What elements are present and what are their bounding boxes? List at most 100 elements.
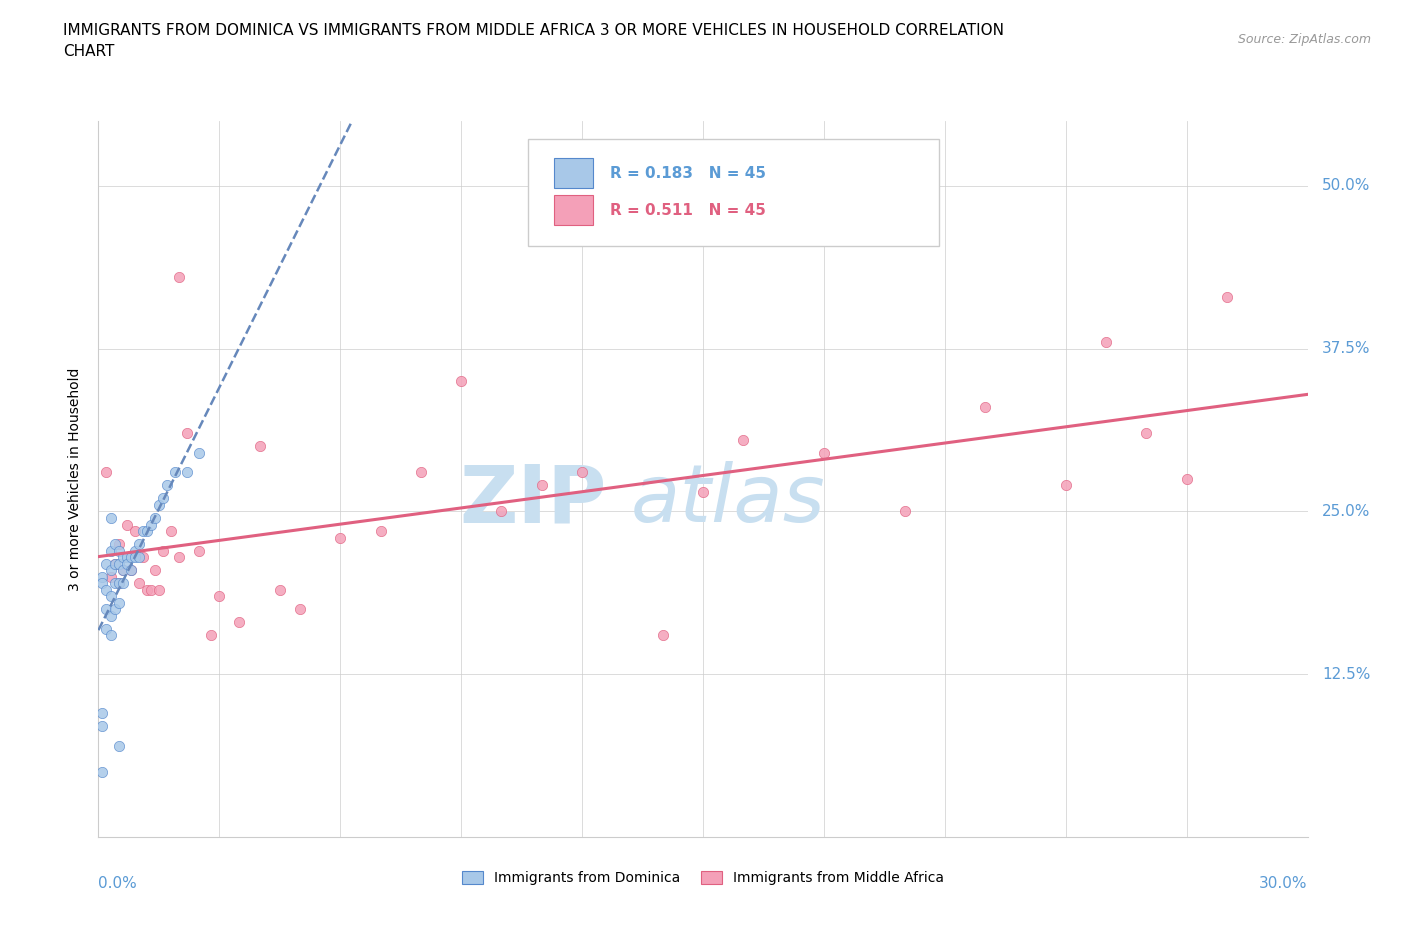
- Point: [128, 537, 150, 551]
- Point: [91, 764, 114, 779]
- Point: [135, 524, 157, 538]
- Point: [107, 576, 129, 591]
- Point: [107, 576, 129, 591]
- Y-axis label: 3 or more Vehicles in Household: 3 or more Vehicles in Household: [69, 367, 83, 591]
- Point: [103, 576, 125, 591]
- Point: [91, 706, 114, 721]
- Text: ZIP: ZIP: [458, 461, 606, 539]
- Point: [1095, 335, 1118, 350]
- Point: [115, 556, 138, 571]
- Point: [139, 582, 162, 597]
- Point: [103, 556, 125, 571]
- FancyBboxPatch shape: [527, 139, 939, 246]
- FancyBboxPatch shape: [554, 158, 593, 188]
- Point: [176, 465, 198, 480]
- Point: [148, 582, 170, 597]
- Point: [103, 537, 125, 551]
- Point: [143, 563, 166, 578]
- Point: [91, 576, 114, 591]
- Text: R = 0.183   N = 45: R = 0.183 N = 45: [610, 166, 766, 180]
- Point: [103, 602, 125, 617]
- Point: [107, 543, 129, 558]
- Text: IMMIGRANTS FROM DOMINICA VS IMMIGRANTS FROM MIDDLE AFRICA 3 OR MORE VEHICLES IN : IMMIGRANTS FROM DOMINICA VS IMMIGRANTS F…: [63, 23, 1004, 60]
- Point: [96, 465, 118, 480]
- Text: 12.5%: 12.5%: [1322, 667, 1371, 682]
- Point: [96, 621, 118, 636]
- Point: [228, 615, 250, 630]
- Point: [107, 595, 129, 610]
- Point: [111, 576, 134, 591]
- Point: [124, 543, 146, 558]
- Point: [139, 517, 162, 532]
- Point: [370, 524, 392, 538]
- Point: [813, 445, 835, 460]
- Point: [530, 478, 553, 493]
- Point: [571, 465, 593, 480]
- Point: [974, 400, 997, 415]
- Text: R = 0.511   N = 45: R = 0.511 N = 45: [610, 203, 766, 218]
- Point: [96, 602, 118, 617]
- Point: [100, 608, 122, 623]
- Point: [107, 537, 129, 551]
- Point: [893, 504, 915, 519]
- Point: [188, 445, 211, 460]
- Point: [733, 432, 755, 447]
- Point: [111, 550, 134, 565]
- Point: [124, 550, 146, 565]
- Point: [163, 465, 186, 480]
- Point: [96, 582, 118, 597]
- Point: [200, 628, 222, 643]
- Point: [156, 478, 179, 493]
- Point: [188, 543, 211, 558]
- FancyBboxPatch shape: [554, 195, 593, 225]
- Point: [91, 719, 114, 734]
- Point: [143, 511, 166, 525]
- Text: Source: ZipAtlas.com: Source: ZipAtlas.com: [1237, 33, 1371, 46]
- Point: [111, 563, 134, 578]
- Point: [100, 511, 122, 525]
- Point: [115, 517, 138, 532]
- Point: [409, 465, 432, 480]
- Point: [329, 530, 352, 545]
- Point: [692, 485, 714, 499]
- Point: [132, 524, 155, 538]
- Point: [167, 550, 190, 565]
- Point: [107, 556, 129, 571]
- Point: [1175, 472, 1198, 486]
- Point: [128, 576, 150, 591]
- Point: [115, 550, 138, 565]
- Point: [269, 582, 291, 597]
- Point: [1135, 426, 1157, 441]
- Point: [100, 569, 122, 584]
- Point: [135, 582, 157, 597]
- Point: [176, 426, 198, 441]
- Point: [491, 504, 513, 519]
- Point: [651, 628, 673, 643]
- Point: [208, 589, 231, 604]
- Text: 25.0%: 25.0%: [1322, 504, 1371, 519]
- Point: [167, 270, 190, 285]
- Point: [249, 439, 271, 454]
- Point: [128, 550, 150, 565]
- Point: [91, 569, 114, 584]
- Point: [288, 602, 311, 617]
- Text: 50.0%: 50.0%: [1322, 179, 1371, 193]
- Text: 0.0%: 0.0%: [98, 876, 138, 891]
- Point: [100, 628, 122, 643]
- Point: [111, 563, 134, 578]
- Point: [107, 738, 129, 753]
- Point: [120, 563, 142, 578]
- Point: [1216, 289, 1239, 304]
- Legend: Immigrants from Dominica, Immigrants from Middle Africa: Immigrants from Dominica, Immigrants fro…: [457, 866, 949, 891]
- Point: [1054, 478, 1077, 493]
- Text: 30.0%: 30.0%: [1260, 876, 1308, 891]
- Point: [160, 524, 183, 538]
- Point: [152, 543, 174, 558]
- Point: [450, 374, 472, 389]
- Point: [120, 550, 142, 565]
- Point: [132, 550, 155, 565]
- Point: [100, 543, 122, 558]
- Text: 37.5%: 37.5%: [1322, 341, 1371, 356]
- Point: [100, 563, 122, 578]
- Point: [148, 498, 170, 512]
